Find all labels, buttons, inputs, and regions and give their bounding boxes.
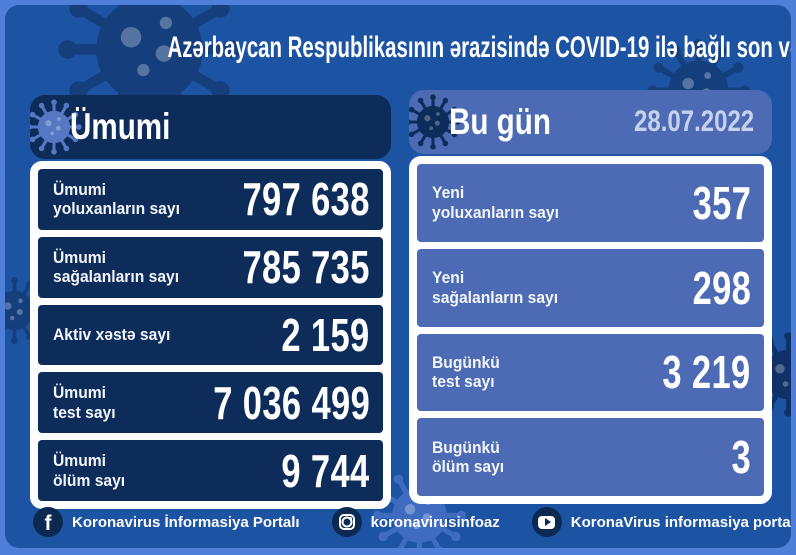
stat-value: 9 744 (281, 444, 370, 497)
stat-label: Aktiv xəstə sayı (53, 325, 171, 345)
totals-panel: Ümumi Ümumi yoluxanların sayı 797 638 Üm… (30, 95, 391, 509)
today-panel-header: Bu gün 28.07.2022 (409, 90, 772, 154)
youtube-link[interactable]: KoronaVirus informasiya portalı (531, 507, 791, 537)
stat-label: Bugünkü test sayı (432, 352, 500, 392)
stat-row-total-tests: Ümumi test sayı 7 036 499 (38, 372, 383, 434)
totals-panel-header: Ümumi (30, 95, 391, 159)
stat-value: 797 638 (242, 173, 370, 226)
instagram-icon (331, 507, 362, 537)
report-date: 28.07.2022 (633, 105, 754, 138)
facebook-icon: f (33, 507, 63, 537)
main-panel: Azərbaycan Respublikasının ərazisində CO… (5, 5, 791, 548)
instagram-label: koronavirusinfoaz (370, 513, 500, 531)
stat-value: 3 (731, 431, 751, 484)
stat-row-total-recovered: Ümumi sağalanların sayı 785 735 (38, 236, 383, 298)
stat-row-new-recovered: Yeni sağalanların sayı 298 (417, 248, 764, 327)
stat-label: Yeni yoluxanların sayı (432, 183, 559, 222)
facebook-label: Koronavirus İnformasiya Portalı (72, 513, 300, 531)
stat-row-new-infections: Yeni yoluxanların sayı 357 (417, 164, 764, 242)
facebook-link[interactable]: f Koronavirus İnformasiya Portalı (33, 507, 300, 537)
stat-value: 298 (692, 261, 751, 314)
page-title-text: Azərbaycan Respublikasının ərazisində CO… (167, 31, 791, 64)
page-title: Azərbaycan Respublikasının ərazisində CO… (5, 31, 791, 65)
stat-label: Ümumi sağalanların sayı (53, 247, 180, 287)
stat-value: 357 (692, 176, 751, 229)
stat-label: Ümumi ölüm sayı (53, 451, 126, 490)
youtube-icon (531, 507, 562, 537)
stat-label: Ümumi yoluxanların sayı (53, 179, 180, 219)
stat-row-today-deaths: Bugünkü ölüm sayı 3 (417, 418, 764, 496)
stat-label: Bugünkü ölüm sayı (432, 437, 505, 477)
stat-value: 3 219 (662, 346, 751, 399)
footer: f Koronavirus İnformasiya Portalı korona… (33, 502, 791, 542)
stat-row-active-cases: Aktiv xəstə sayı 2 159 (38, 304, 383, 366)
stat-value: 7 036 499 (213, 376, 370, 429)
stat-row-total-infections: Ümumi yoluxanların sayı 797 638 (38, 169, 383, 230)
stat-value: 2 159 (281, 308, 370, 361)
stat-label: Ümumi test sayı (53, 383, 116, 422)
today-panel: Bu gün 28.07.2022 Yeni yoluxanların sayı… (409, 90, 772, 504)
stat-label: Yeni sağalanların sayı (432, 268, 559, 307)
today-panel-title: Bu gün (449, 101, 551, 142)
stat-row-total-deaths: Ümumi ölüm sayı 9 744 (38, 440, 383, 501)
youtube-label: KoronaVirus informasiya portalı (570, 513, 791, 531)
totals-panel-body: Ümumi yoluxanların sayı 797 638 Ümumi sa… (30, 161, 391, 509)
totals-panel-title: Ümumi (70, 106, 171, 147)
stat-row-today-tests: Bugünkü test sayı 3 219 (417, 333, 764, 412)
today-panel-body: Yeni yoluxanların sayı 357 Yeni sağalanl… (409, 156, 772, 504)
instagram-link[interactable]: koronavirusinfoaz (331, 507, 500, 537)
stat-value: 785 735 (242, 241, 370, 294)
